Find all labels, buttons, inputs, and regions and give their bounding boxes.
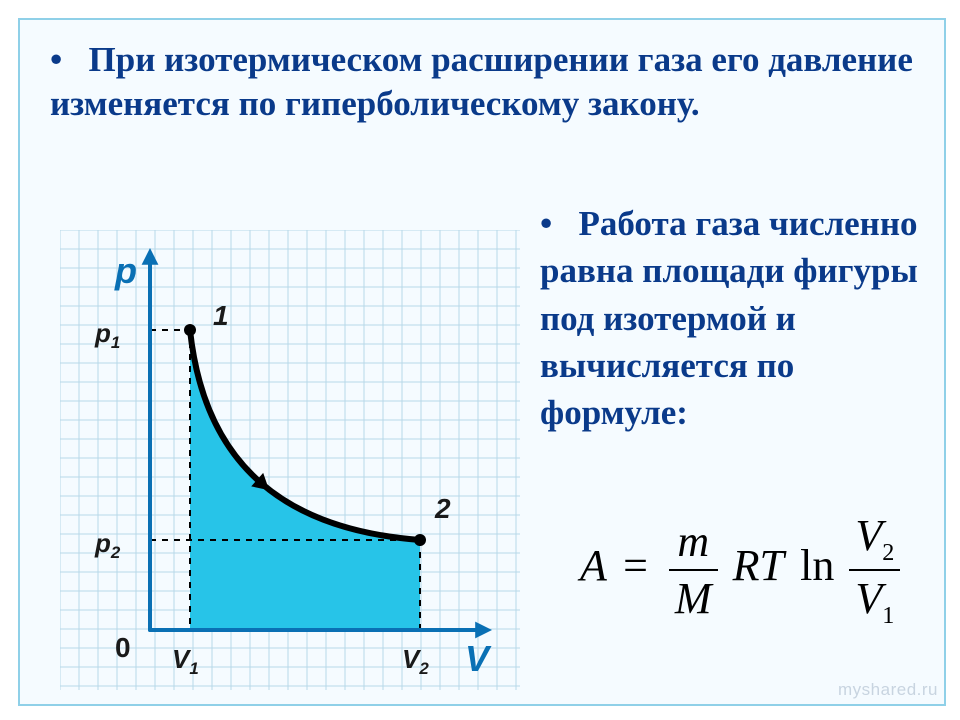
p1-b: p <box>95 318 111 348</box>
axis-label-p: p <box>115 250 137 292</box>
frac-num-m: m <box>669 516 718 571</box>
p1-s: 1 <box>111 333 120 352</box>
right-text: Работа газа численно равна площади фигур… <box>540 204 918 432</box>
frac-den-M: M <box>669 571 718 624</box>
frac-mM: m M <box>669 516 718 624</box>
V1-base: V <box>855 574 882 623</box>
top-text: При изотермическом расширении газа его д… <box>50 40 913 123</box>
axis-label-V: V <box>465 638 489 680</box>
V1-b: V <box>172 644 189 674</box>
V1-s: 1 <box>189 659 198 678</box>
tick-p2: p2 <box>95 528 120 563</box>
V2-s: 2 <box>419 659 428 678</box>
V2-sub: 2 <box>882 539 894 566</box>
frac-V2V1: V2 V1 <box>849 510 900 630</box>
V1-sub: 1 <box>882 602 894 629</box>
top-text-block: • При изотермическом расширении газа его… <box>50 38 920 126</box>
V2-b: V <box>402 644 419 674</box>
tick-p1: p1 <box>95 318 120 353</box>
V2-base: V <box>855 511 882 560</box>
formula-lhs: A <box>580 541 606 590</box>
watermark: myshared.ru <box>838 680 938 700</box>
point-label-1: 1 <box>213 300 229 332</box>
p2-b: p <box>95 528 111 558</box>
equals: = <box>623 541 648 590</box>
right-text-block: • Работа газа численно равна площади фиг… <box>540 200 920 436</box>
formula: A = m M RT ln V2 V1 <box>580 510 904 630</box>
frac-num-V2: V2 <box>849 510 900 571</box>
p2-s: 2 <box>111 543 120 562</box>
slide-root: • При изотермическом расширении газа его… <box>0 0 960 720</box>
pv-chart: p V 0 p1 p2 V1 V2 1 2 <box>60 230 520 690</box>
chart-svg <box>60 230 520 690</box>
frac-den-V1: V1 <box>849 571 900 630</box>
formula-RT: RT <box>733 541 784 590</box>
tick-V1: V1 <box>172 644 199 679</box>
slide-frame: • При изотермическом расширении газа его… <box>18 18 946 706</box>
bullet-top: • <box>50 40 62 79</box>
bullet-right: • <box>540 204 552 243</box>
slide-inner: • При изотермическом расширении газа его… <box>20 20 944 704</box>
tick-V2: V2 <box>402 644 429 679</box>
formula-ln: ln <box>800 541 834 590</box>
point-label-2: 2 <box>435 493 451 525</box>
origin-label: 0 <box>115 632 131 664</box>
